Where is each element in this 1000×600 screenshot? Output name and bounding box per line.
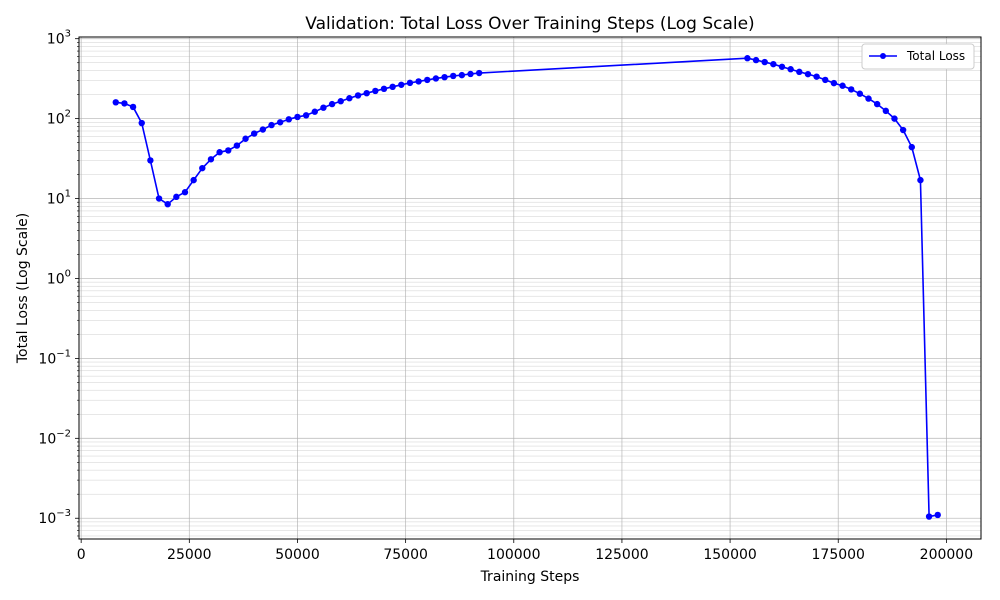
y-tick-label: 102	[47, 109, 71, 128]
series-layer	[112, 55, 941, 520]
x-tick-label: 175000	[812, 547, 865, 563]
chart-title: Validation: Total Loss Over Training Ste…	[305, 14, 754, 34]
x-tick-label: 25000	[167, 547, 212, 563]
data-point	[917, 176, 924, 184]
data-point	[112, 99, 119, 106]
legend-box	[861, 43, 975, 70]
data-point	[129, 103, 137, 111]
plot-frame	[78, 36, 982, 540]
data-point	[259, 126, 267, 133]
data-point	[372, 87, 379, 95]
data-point	[891, 115, 898, 122]
data-point	[848, 86, 855, 93]
data-point	[830, 79, 838, 87]
data-point	[467, 70, 474, 78]
data-point	[181, 189, 189, 196]
data-point	[925, 513, 933, 520]
data-point	[856, 90, 864, 97]
data-point	[398, 81, 405, 88]
legend-label: Total Loss	[906, 49, 965, 63]
y-tick-label: 10−1	[38, 348, 71, 367]
data-point	[458, 71, 466, 79]
x-tick-label: 75000	[383, 547, 428, 563]
x-axis-ticks: 0 25000 50000 75000 100000 125000 150000 175000…	[77, 539, 973, 563]
data-point	[190, 176, 197, 184]
data-point	[328, 100, 336, 108]
data-point	[380, 85, 388, 93]
data-point	[441, 73, 448, 81]
data-point	[873, 100, 881, 108]
y-axis-ticks: 10−3 10−2 10−1 100 101 102 103	[38, 29, 79, 537]
data-point	[752, 56, 760, 64]
data-point	[147, 157, 154, 164]
data-point	[164, 200, 171, 208]
data-point	[744, 55, 751, 62]
data-point	[389, 83, 396, 91]
data-point	[242, 135, 249, 142]
data-point	[415, 78, 422, 85]
data-point	[207, 156, 215, 163]
data-point	[268, 121, 275, 129]
legend: Total Loss	[861, 43, 975, 70]
data-point	[908, 143, 915, 151]
x-tick-label: 125000	[595, 547, 648, 563]
data-point	[822, 76, 829, 84]
data-point	[225, 147, 232, 154]
grid-major	[79, 37, 981, 539]
y-tick-label: 101	[47, 189, 71, 208]
data-point	[865, 95, 872, 102]
x-axis-label: Training Steps	[480, 569, 580, 585]
data-point	[337, 98, 344, 105]
x-tick-label: 0	[77, 547, 86, 563]
data-point	[899, 126, 907, 134]
data-point	[138, 119, 145, 127]
data-point	[311, 108, 318, 115]
data-point	[121, 100, 128, 107]
data-point	[155, 195, 163, 202]
data-point	[882, 107, 890, 115]
data-point	[813, 73, 820, 80]
y-tick-label: 103	[47, 29, 71, 48]
y-tick-label: 100	[47, 268, 71, 287]
data-point	[346, 95, 353, 102]
data-point	[770, 60, 777, 68]
x-tick-label: 200000	[920, 547, 973, 563]
data-point	[233, 142, 241, 149]
data-point	[276, 119, 284, 126]
data-point	[294, 113, 301, 121]
y-tick-label: 10−2	[38, 428, 71, 447]
data-point	[302, 112, 310, 119]
y-tick-label: 10−3	[38, 508, 71, 527]
data-point	[796, 68, 803, 76]
data-point	[424, 76, 431, 84]
y-axis-label: Total Loss (Log Scale)	[15, 213, 31, 364]
data-point	[285, 116, 293, 123]
data-point	[432, 75, 440, 82]
x-tick-label: 150000	[703, 547, 756, 563]
grid-minor	[79, 42, 981, 537]
data-point	[787, 66, 794, 73]
data-point	[804, 70, 812, 78]
data-point	[839, 82, 846, 89]
data-point	[251, 130, 258, 137]
legend-marker-swatch	[880, 53, 886, 59]
data-point	[934, 511, 941, 519]
data-point	[761, 58, 768, 66]
data-point	[173, 193, 180, 201]
data-point	[320, 104, 327, 111]
data-point	[216, 149, 223, 156]
data-point	[363, 89, 370, 97]
data-point	[406, 79, 414, 87]
data-point	[475, 69, 483, 77]
data-point	[199, 164, 206, 172]
x-tick-label: 100000	[487, 547, 540, 563]
data-point	[354, 92, 362, 99]
data-point	[778, 63, 786, 70]
x-tick-label: 50000	[275, 547, 320, 563]
data-point	[450, 72, 457, 80]
